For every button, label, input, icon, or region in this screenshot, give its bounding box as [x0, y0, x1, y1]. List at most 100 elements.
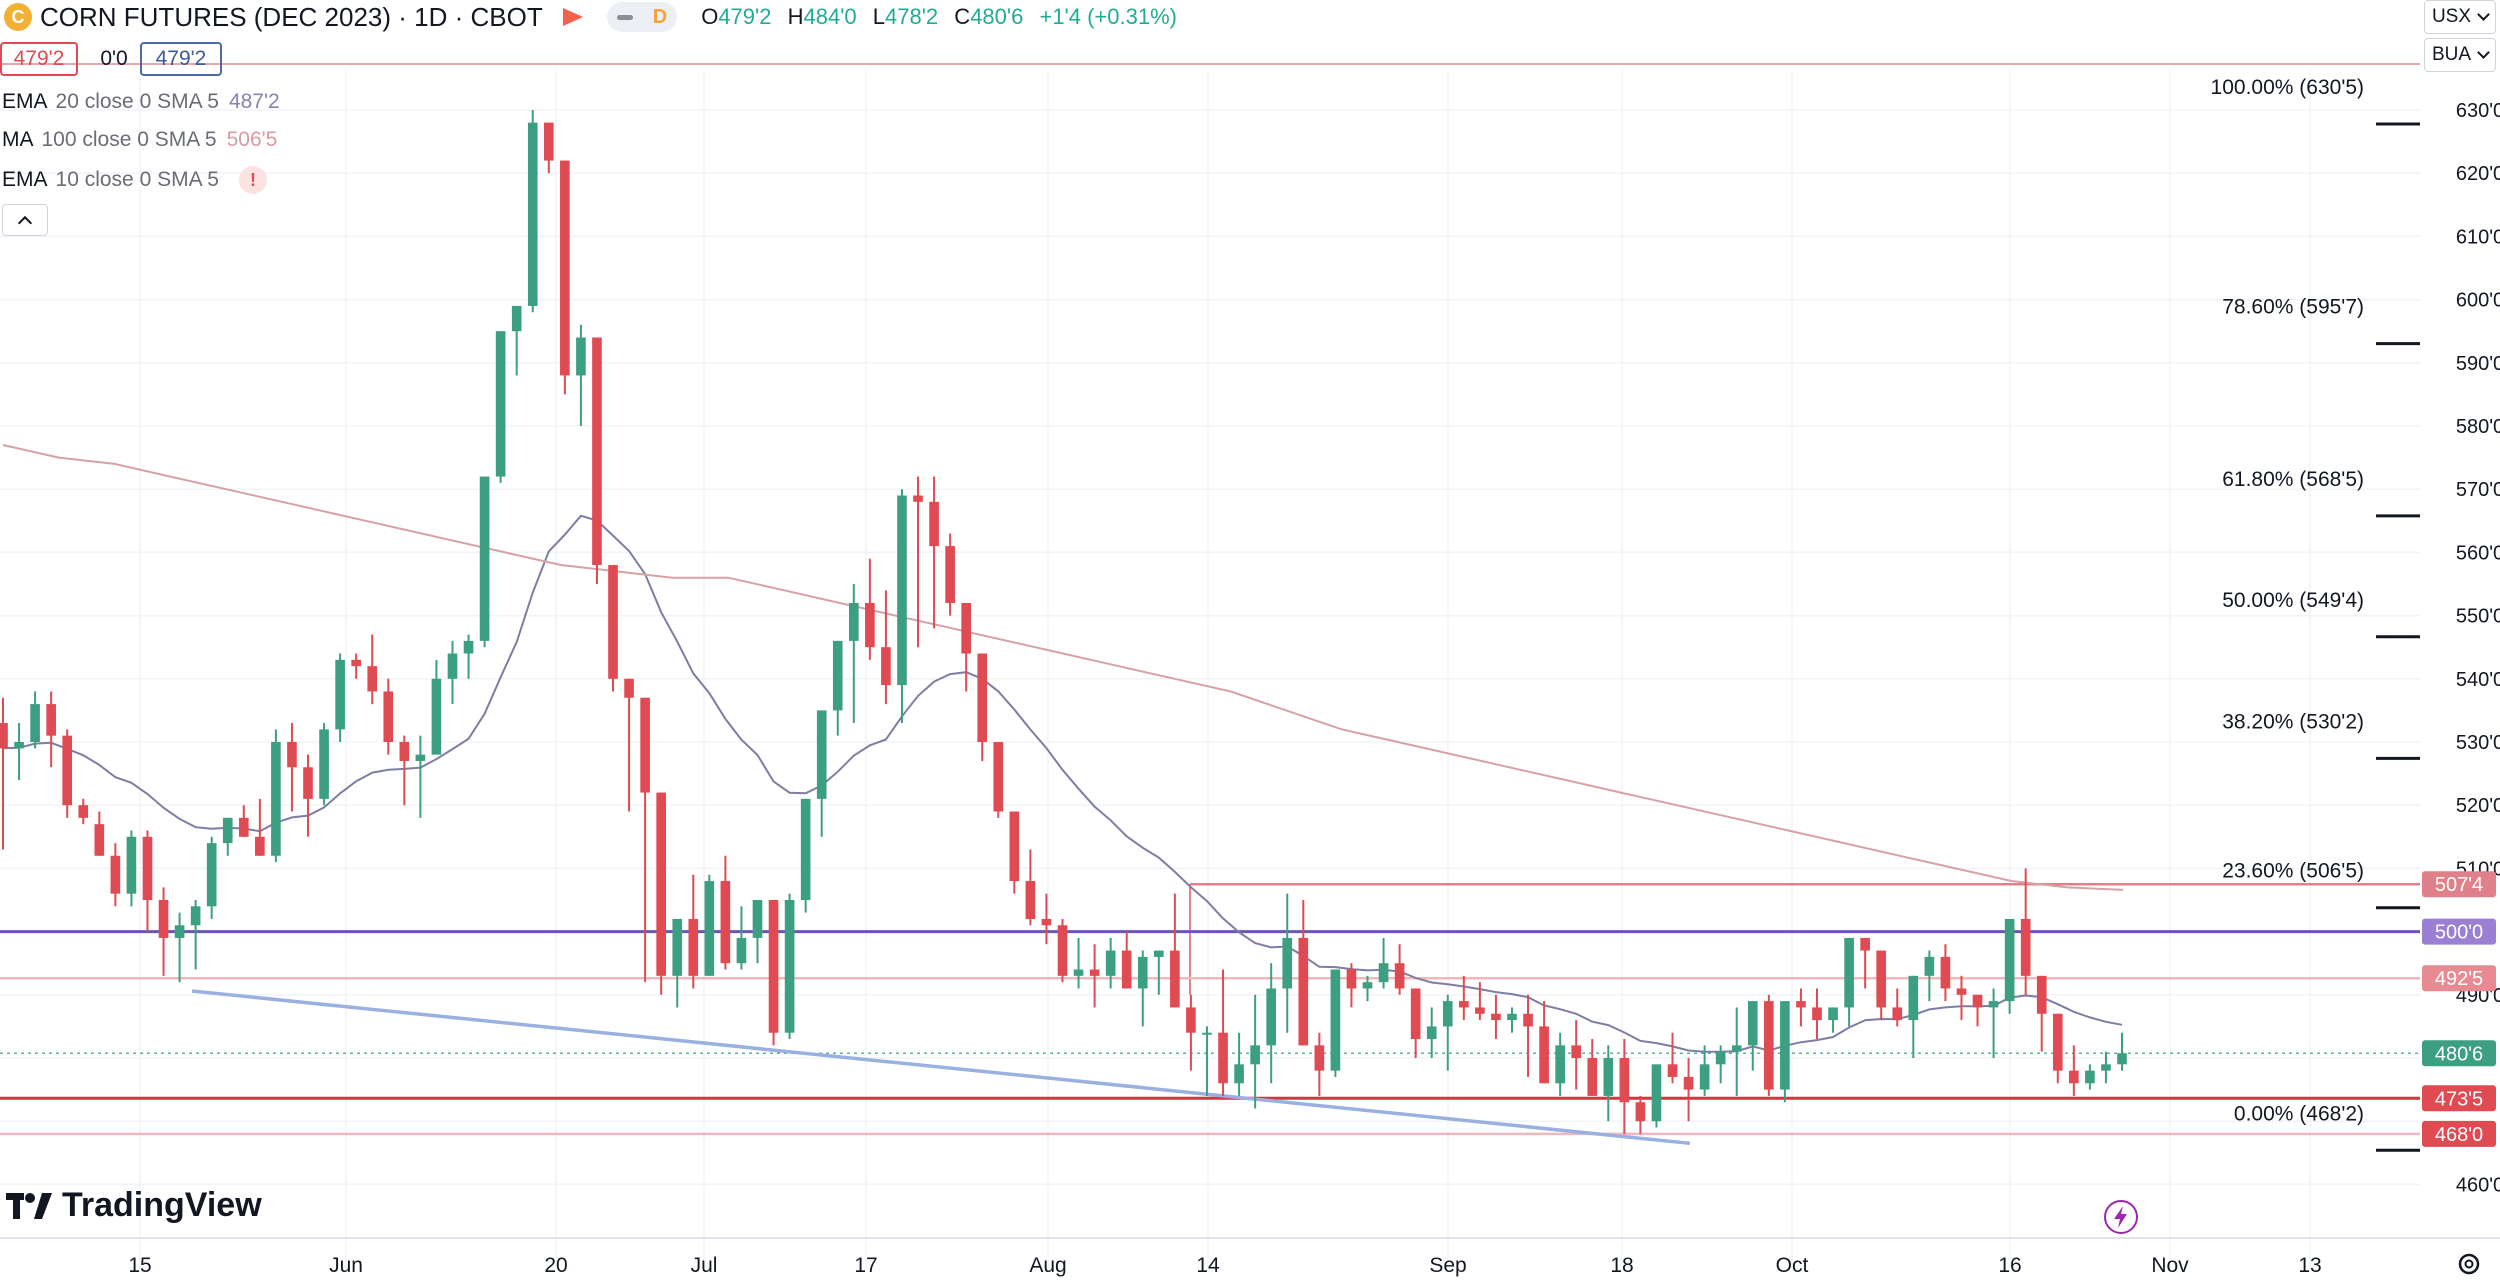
- time-tick-label: Oct: [1776, 1254, 1809, 1277]
- candle: [1426, 1007, 1437, 1058]
- candle-body: [2117, 1053, 2127, 1065]
- candle-body: [929, 501, 939, 547]
- price-label-text: 507'4: [2435, 874, 2483, 896]
- candle: [367, 634, 378, 705]
- candle: [46, 691, 56, 768]
- market-status-pill[interactable]: D: [606, 2, 678, 32]
- horizontal-levels: [0, 63, 2420, 1136]
- candle-body: [447, 653, 458, 679]
- candle-body: [367, 666, 378, 692]
- candle: [1137, 950, 1148, 1027]
- price-tick-label: 540'0: [2456, 669, 2500, 691]
- candle: [848, 584, 859, 724]
- candle-body: [672, 918, 683, 976]
- candle: [2085, 1064, 2095, 1090]
- indicator-params: 100 close 0 SMA 5: [41, 128, 217, 151]
- unit-select[interactable]: BUA: [2424, 38, 2496, 72]
- candle: [1924, 950, 1935, 1002]
- warning-icon[interactable]: !: [238, 166, 267, 194]
- candle: [2004, 918, 2015, 1014]
- candle-body: [560, 160, 570, 376]
- chart-header: C CORN FUTURES (DEC 2023) · 1D · CBOT D …: [0, 0, 1187, 34]
- candle-body: [62, 735, 73, 806]
- fib-level-label: 38.20% (530'2): [2222, 710, 2364, 733]
- descending-trendline: [191, 989, 1691, 1146]
- candle: [62, 729, 73, 818]
- candle: [1025, 849, 1036, 926]
- candle: [1828, 1007, 1838, 1033]
- candle: [158, 887, 169, 976]
- open-key: O: [701, 4, 719, 29]
- candle: [1956, 975, 1967, 1021]
- candle: [1170, 893, 1180, 1008]
- price-tick-label: 530'0: [2456, 732, 2500, 754]
- time-tick-label: 18: [1610, 1254, 1633, 1277]
- candle-body: [688, 918, 699, 976]
- sell-button[interactable]: 479'2: [0, 42, 78, 76]
- candle: [977, 653, 988, 761]
- price-label-text: 473'5: [2435, 1088, 2483, 1110]
- candle-body: [624, 678, 634, 698]
- candle: [0, 697, 8, 850]
- candle: [929, 476, 939, 629]
- candle: [303, 754, 313, 837]
- candle: [335, 653, 345, 742]
- candle-body: [142, 836, 153, 900]
- candle-body: [1314, 1045, 1325, 1071]
- price-tick-label: 570'0: [2456, 479, 2500, 501]
- lightning-icon[interactable]: [2104, 1200, 2138, 1234]
- candle-body: [1234, 1064, 1244, 1084]
- candle: [238, 805, 249, 837]
- candle: [720, 855, 731, 970]
- indicator-ema10[interactable]: EMA 10 close 0 SMA 5 !: [2, 166, 267, 194]
- candle: [190, 900, 201, 970]
- flag-icon[interactable]: [562, 8, 583, 26]
- corn-symbol-icon[interactable]: C: [4, 3, 32, 31]
- candle-body: [383, 691, 394, 742]
- collapse-legend-button[interactable]: [2, 204, 48, 236]
- chevron-down-icon: [2477, 8, 2490, 21]
- candle-body: [993, 742, 1004, 812]
- candle: [1844, 937, 1854, 1027]
- currency-select[interactable]: USX: [2424, 0, 2496, 34]
- settings-gear-icon[interactable]: [2456, 1251, 2482, 1277]
- price-tick-label: 630'0: [2456, 100, 2500, 122]
- candle-body: [1635, 1102, 1646, 1122]
- candle-body: [592, 337, 602, 566]
- candle-body: [238, 817, 249, 837]
- candle: [1539, 1001, 1549, 1084]
- candle: [1780, 1001, 1790, 1103]
- time-tick-label: Nov: [2151, 1254, 2189, 1277]
- candle-body: [1442, 1001, 1453, 1027]
- candle-body: [1603, 1058, 1614, 1096]
- price-label-box: [2422, 1085, 2496, 1112]
- time-tick-label: Aug: [1029, 1254, 1066, 1277]
- candle-body: [1731, 1045, 1742, 1052]
- price-label-text: 480'6: [2435, 1043, 2483, 1065]
- tradingview-logo[interactable]: TradingView: [6, 1186, 262, 1225]
- open-value: 479'2: [718, 4, 772, 29]
- time-tick-label: Jul: [691, 1254, 718, 1277]
- indicator-ma100[interactable]: MA 100 close 0 SMA 5 506'5: [2, 128, 277, 152]
- candle: [1555, 1032, 1565, 1096]
- candle-body: [977, 653, 988, 742]
- symbol-title[interactable]: CORN FUTURES (DEC 2023) · 1D · CBOT: [40, 1, 543, 32]
- candle: [1812, 988, 1822, 1040]
- price-tick-label: 460'0: [2456, 1174, 2500, 1196]
- time-tick-label: 20: [544, 1254, 567, 1277]
- candle: [640, 697, 650, 983]
- candle: [543, 122, 554, 174]
- candle-body: [1459, 1001, 1469, 1008]
- candle: [1234, 1032, 1244, 1096]
- candle-body: [1507, 1013, 1517, 1021]
- indicator-ema20[interactable]: EMA 20 close 0 SMA 5 487'2: [2, 90, 280, 114]
- buy-button[interactable]: 479'2: [140, 42, 222, 76]
- candle-body: [881, 647, 891, 686]
- candle-body: [1475, 1007, 1485, 1014]
- candle: [30, 691, 40, 749]
- candle-body: [1860, 937, 1870, 951]
- candle-body: [1667, 1064, 1678, 1077]
- candle-body: [640, 697, 650, 793]
- candle-body: [30, 704, 40, 742]
